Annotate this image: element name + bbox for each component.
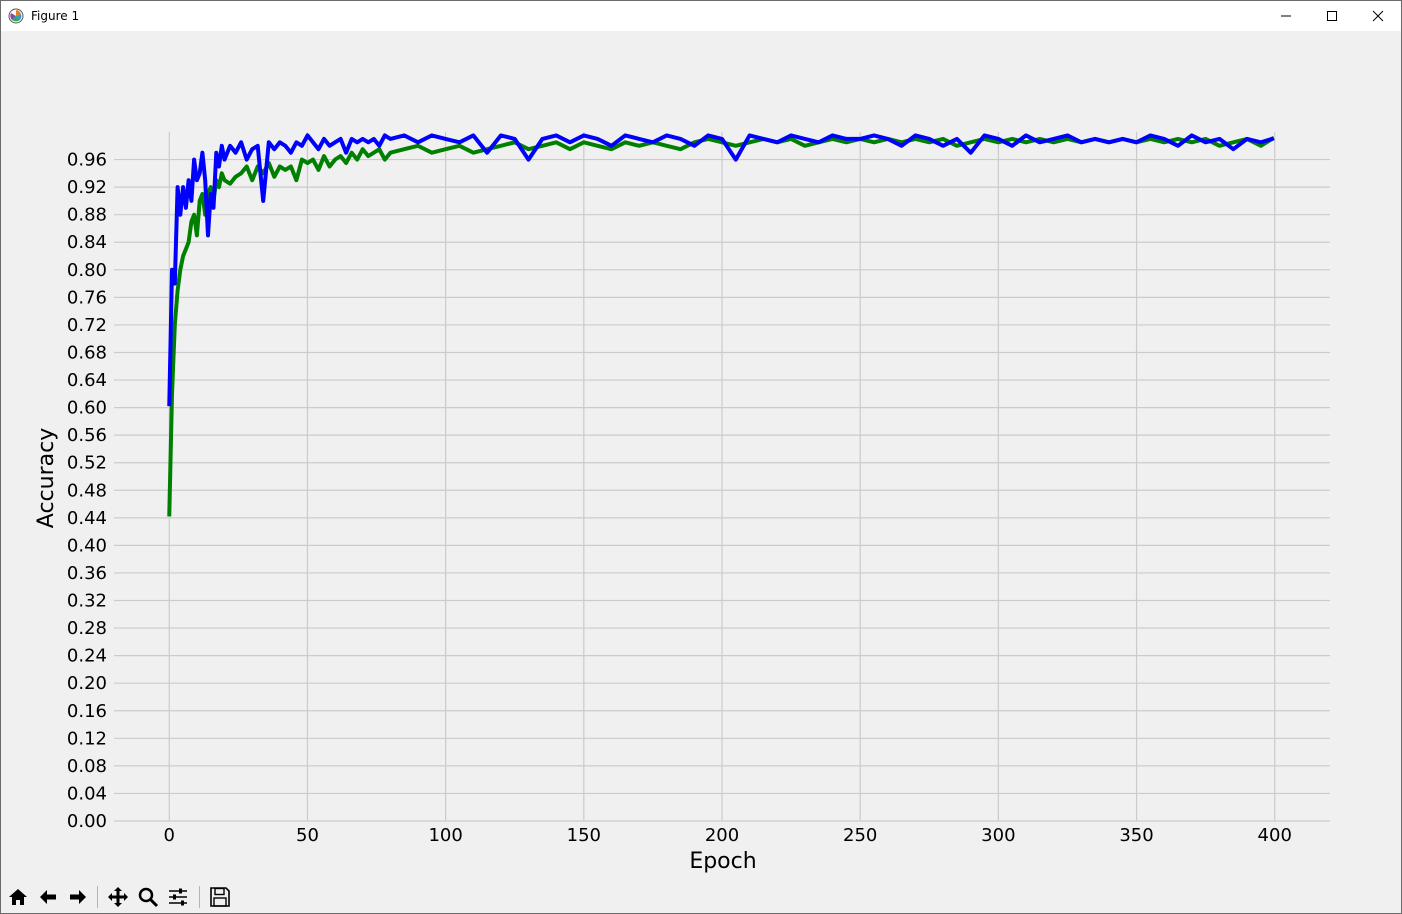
- y-tick-label: 0.60: [67, 398, 107, 419]
- y-tick-label: 0.12: [67, 728, 107, 749]
- y-axis-ticks: 0.00 0.04 0.08 0.12 0.16 0.20 0.24 0.28 0.32 0.36…: [67, 150, 107, 832]
- toolbar-separator: [199, 886, 200, 908]
- y-tick-label: 0.88: [67, 205, 107, 226]
- x-tick-label: 150: [567, 825, 601, 846]
- back-button[interactable]: [35, 884, 61, 910]
- maximize-button[interactable]: [1309, 1, 1355, 31]
- y-tick-label: 0.72: [67, 315, 107, 336]
- series-line-green: [167, 136, 1275, 517]
- forward-arrow-icon: [70, 890, 86, 904]
- x-tick-label: 300: [981, 825, 1015, 846]
- title-bar[interactable]: Figure 1: [1, 1, 1401, 31]
- back-arrow-icon: [40, 890, 56, 904]
- x-tick-label: 200: [705, 825, 739, 846]
- pan-icon: [108, 887, 128, 907]
- save-icon: [210, 887, 230, 907]
- toolbar-separator: [97, 886, 98, 908]
- home-icon: [9, 889, 27, 905]
- y-tick-label: 0.84: [67, 232, 107, 253]
- close-button[interactable]: [1355, 1, 1401, 31]
- y-tick-label: 0.40: [67, 535, 107, 556]
- y-tick-label: 0.24: [67, 646, 107, 667]
- accuracy-chart[interactable]: 0 50 100 150 200 250 300 350 400 0.00 0.04 0.08 0.1…: [1, 32, 1401, 880]
- y-tick-label: 0.32: [67, 591, 107, 612]
- y-tick-label: 0.28: [67, 618, 107, 639]
- home-button[interactable]: [5, 884, 31, 910]
- y-tick-label: 0.48: [67, 480, 107, 501]
- forward-button[interactable]: [65, 884, 91, 910]
- minimize-icon: [1281, 15, 1291, 17]
- y-tick-label: 0.64: [67, 370, 107, 391]
- y-tick-label: 0.20: [67, 673, 107, 694]
- x-axis-label: Epoch: [689, 849, 756, 874]
- plot-lines: [167, 133, 1275, 517]
- x-tick-label: 0: [164, 825, 175, 846]
- x-tick-label: 250: [843, 825, 877, 846]
- y-tick-label: 0.04: [67, 783, 107, 804]
- y-tick-label: 0.00: [67, 811, 107, 832]
- save-button[interactable]: [207, 884, 233, 910]
- zoom-icon: [138, 887, 159, 908]
- close-icon: [1372, 10, 1384, 22]
- y-axis-label: Accuracy: [34, 428, 59, 528]
- minimize-button[interactable]: [1263, 1, 1309, 31]
- y-tick-label: 0.68: [67, 342, 107, 363]
- y-tick-label: 0.08: [67, 756, 107, 777]
- x-axis-ticks: 0 50 100 150 200 250 300 350 400: [164, 825, 1292, 846]
- matplotlib-logo-icon: [8, 8, 24, 24]
- grid: [114, 132, 1330, 822]
- y-tick-label: 0.92: [67, 177, 107, 198]
- configure-subplots-button[interactable]: [165, 884, 191, 910]
- x-tick-label: 100: [428, 825, 462, 846]
- series-line-blue: [167, 133, 1275, 407]
- x-tick-label: 400: [1258, 825, 1292, 846]
- y-tick-label: 0.56: [67, 425, 107, 446]
- y-tick-label: 0.96: [67, 150, 107, 171]
- pan-button[interactable]: [105, 884, 131, 910]
- zoom-button[interactable]: [135, 884, 161, 910]
- window-title: Figure 1: [31, 9, 80, 23]
- y-tick-label: 0.44: [67, 508, 107, 529]
- y-tick-label: 0.36: [67, 563, 107, 584]
- y-tick-label: 0.16: [67, 701, 107, 722]
- y-tick-label: 0.76: [67, 287, 107, 308]
- x-tick-label: 350: [1119, 825, 1153, 846]
- y-tick-label: 0.52: [67, 453, 107, 474]
- x-tick-label: 50: [296, 825, 319, 846]
- maximize-icon: [1327, 11, 1337, 21]
- configure-subplots-icon: [169, 888, 187, 906]
- y-tick-label: 0.80: [67, 260, 107, 281]
